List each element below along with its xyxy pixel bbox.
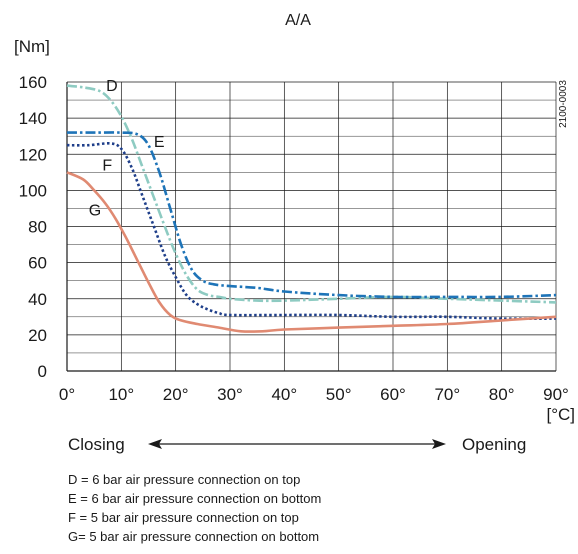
series-layer [66, 84, 557, 333]
x-tick-label: 70° [434, 385, 460, 404]
y-tick-label: 0 [38, 362, 47, 381]
x-tick-label: 90° [543, 385, 569, 404]
x-axis-unit: [°C] [546, 405, 575, 424]
curve-label-e: E [154, 134, 165, 151]
y-tick-labels: 0 20 40 60 80 100 120 140 160 [19, 73, 47, 381]
x-tick-label: 80° [489, 385, 515, 404]
y-tick-label: 20 [28, 326, 47, 345]
arrow-left-head-icon [148, 439, 162, 449]
x-tick-label: 0° [59, 385, 75, 404]
legend-line-e: E = 6 bar air pressure connection on bot… [68, 491, 321, 506]
closing-label: Closing [68, 435, 125, 454]
y-tick-label: 120 [19, 145, 47, 164]
y-tick-label: 40 [28, 290, 47, 309]
y-tick-label: 160 [19, 73, 47, 92]
arrow-right-head-icon [432, 439, 446, 449]
x-tick-label: 40° [271, 385, 297, 404]
double-arrow [148, 439, 446, 449]
legend-line-g: G= 5 bar air pressure connection on bott… [68, 529, 319, 544]
x-tick-label: 20° [163, 385, 189, 404]
y-tick-label: 80 [28, 218, 47, 237]
y-tick-label: 60 [28, 254, 47, 273]
x-tick-labels: 0° 10° 20° 30° 40° 50° 60° 70° 80° 90° [59, 385, 569, 404]
y-axis-unit: [Nm] [14, 37, 50, 56]
curve-label-d: D [106, 78, 118, 95]
series-line-d [66, 84, 557, 304]
curve-labels: D E F G [89, 78, 165, 220]
opening-label: Opening [462, 435, 526, 454]
x-tick-label: 50° [326, 385, 352, 404]
figure-code: 2100-0003 [558, 80, 569, 128]
curve-label-g: G [89, 203, 101, 220]
curve-label-f: F [102, 158, 112, 175]
series-line-g [66, 171, 557, 333]
x-tick-label: 60° [380, 385, 406, 404]
x-tick-label: 10° [108, 385, 134, 404]
legend-line-d: D = 6 bar air pressure connection on top [68, 472, 300, 487]
chart-title: A/A [285, 12, 311, 29]
legend-line-f: F = 5 bar air pressure connection on top [68, 510, 299, 525]
x-tick-label: 30° [217, 385, 243, 404]
series-line-f [66, 141, 557, 321]
y-tick-label: 140 [19, 109, 47, 128]
y-tick-label: 100 [19, 181, 47, 200]
series-line-e [66, 131, 557, 299]
